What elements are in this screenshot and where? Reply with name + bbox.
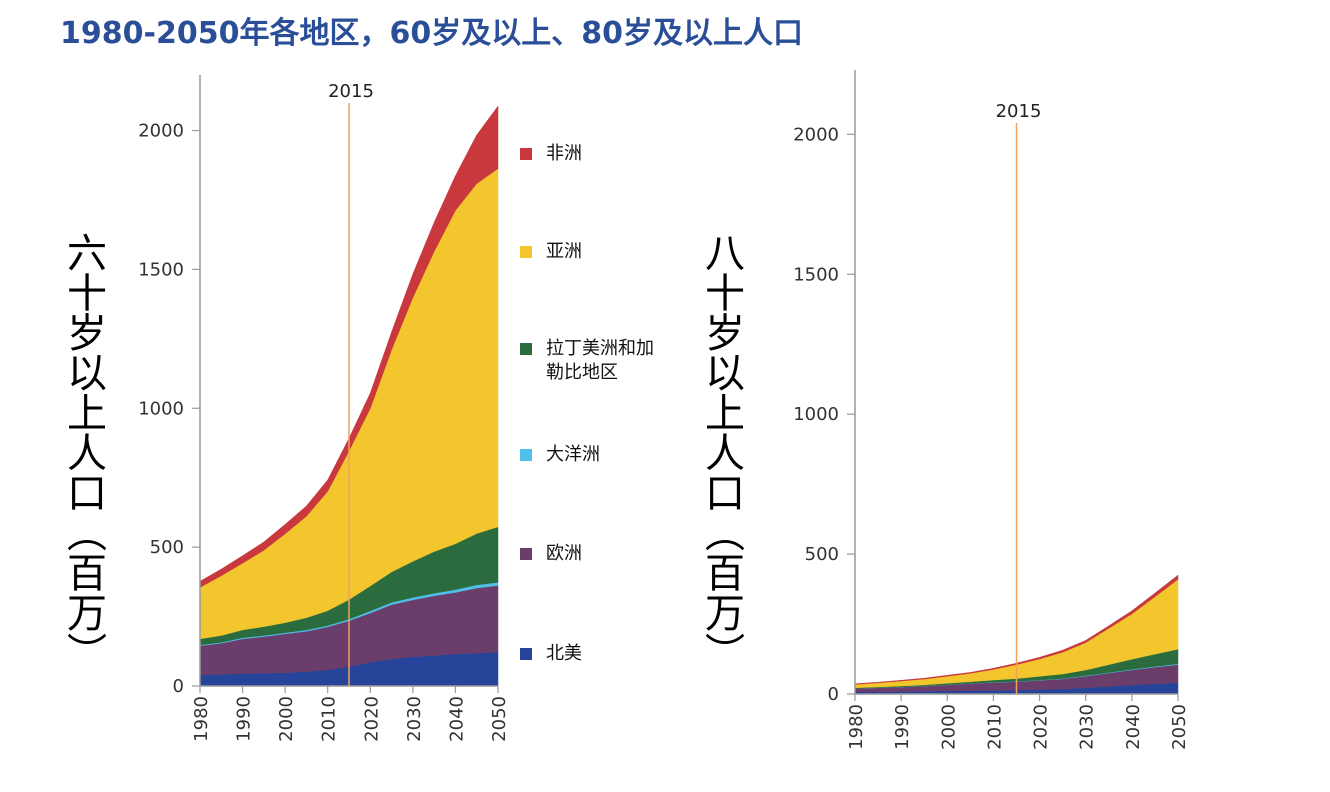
right-y-tick-label: 1000	[793, 404, 839, 425]
left-y-tick-label: 1000	[138, 398, 184, 419]
left-y-tick-label: 1500	[138, 259, 184, 280]
left-x-tick-label: 1990	[234, 696, 255, 742]
right-x-tick-label: 2020	[1031, 704, 1052, 750]
legend-swatch-europe	[520, 548, 532, 560]
legend-swatch-asia	[520, 246, 532, 258]
legend-label-asia: 亚洲	[546, 241, 582, 262]
left-x-tick-label: 2000	[276, 696, 297, 742]
left-area-africa	[199, 105, 499, 588]
left-y-tick-label: 0	[173, 676, 184, 697]
left-x-tick-label: 2030	[404, 696, 425, 742]
right-x-tick-label: 2030	[1077, 704, 1098, 750]
right-area-africa	[854, 574, 1179, 685]
legend-label-north-america: 北美	[546, 643, 582, 664]
legend-item-north-america: 北美	[520, 642, 666, 666]
legend-item-oceania: 大洋洲	[520, 443, 666, 467]
left-y-tick-label: 2000	[138, 121, 184, 142]
right-marker-label: 2015	[996, 101, 1042, 122]
right-x-tick-label: 2050	[1169, 704, 1190, 750]
legend-label-oceania: 大洋洲	[546, 444, 600, 465]
right-y-axis-label: 八十岁以上人口（百万）	[698, 232, 744, 672]
legend-label-africa: 非洲	[546, 143, 582, 164]
left-y-tick-label: 500	[150, 537, 184, 558]
right-y-tick-label: 500	[805, 544, 839, 565]
right-x-tick-label: 1990	[892, 704, 913, 750]
right-x-tick-label: 2040	[1123, 704, 1144, 750]
right-x-tick-label: 2010	[984, 704, 1005, 750]
legend-item-europe: 欧洲	[520, 542, 666, 566]
legend-swatch-oceania	[520, 449, 532, 461]
left-x-tick-label: 1980	[191, 696, 212, 742]
left-marker-label: 2015	[328, 81, 374, 102]
legend-item-africa: 非洲	[520, 142, 666, 166]
legend-swatch-north-america	[520, 648, 532, 660]
right-y-tick-label: 2000	[793, 124, 839, 145]
legend: 非洲 亚洲 拉丁美洲和加勒比地区 大洋洲 欧洲 北美	[520, 130, 680, 690]
left-x-tick-label: 2010	[319, 696, 340, 742]
legend-item-latin-america: 拉丁美洲和加勒比地区	[520, 337, 656, 385]
right-x-tick-label: 1980	[846, 704, 867, 750]
page-title: 1980-2050年各地区，60岁及以上、80岁及以上人口	[60, 16, 803, 51]
left-x-tick-label: 2040	[446, 696, 467, 742]
right-y-tick-label: 1500	[793, 264, 839, 285]
left-x-tick-label: 2020	[361, 696, 382, 742]
legend-label-europe: 欧洲	[546, 543, 582, 564]
legend-swatch-africa	[520, 148, 532, 160]
left-x-tick-label: 2050	[489, 696, 510, 742]
left-y-axis-label: 六十岁以上人口（百万）	[60, 232, 106, 672]
legend-label-latin-america: 拉丁美洲和加勒比地区	[546, 338, 654, 383]
legend-swatch-latin-america	[520, 343, 532, 355]
legend-item-asia: 亚洲	[520, 240, 666, 264]
right-y-tick-label: 0	[828, 684, 839, 705]
right-x-tick-label: 2000	[938, 704, 959, 750]
